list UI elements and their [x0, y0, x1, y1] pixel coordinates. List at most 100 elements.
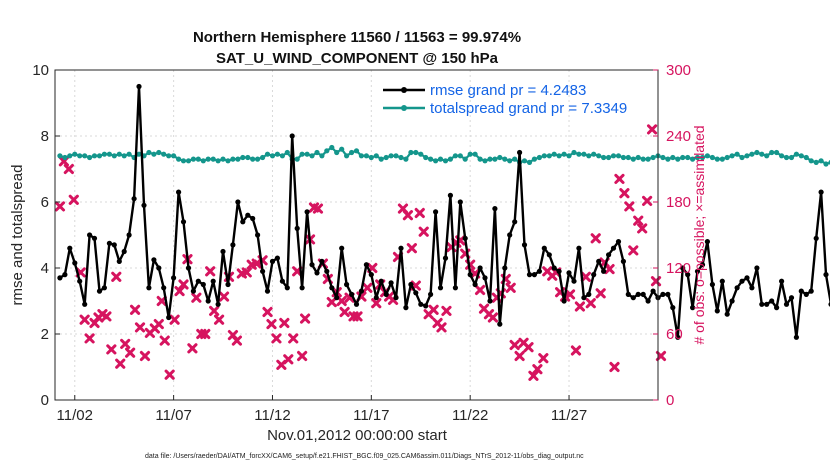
- rmse-point: [413, 290, 419, 296]
- rmse-point: [586, 291, 592, 297]
- totalspread-point: [185, 158, 192, 164]
- rmse-point: [279, 278, 285, 284]
- obs-point-core: [118, 361, 123, 366]
- rmse-point: [418, 301, 424, 307]
- rmse-point: [625, 291, 631, 297]
- rmse-point: [329, 285, 335, 291]
- left-axis-ticks: 0 2 4 6 8 10: [32, 62, 60, 409]
- rmse-point: [487, 298, 493, 304]
- obs-point-core: [87, 336, 92, 341]
- obs-point: [164, 369, 175, 380]
- rmse-point: [764, 301, 770, 307]
- obs-point-core: [254, 261, 259, 266]
- obs-point: [642, 195, 653, 206]
- right-tick-label: 240: [666, 128, 691, 145]
- totalspread-point: [101, 151, 107, 157]
- obs-point-core: [61, 159, 67, 164]
- rmse-point: [141, 202, 147, 208]
- totalspread-point: [635, 154, 641, 161]
- obs-point: [570, 345, 582, 356]
- obs-point-core: [159, 298, 164, 304]
- obs-point: [271, 333, 282, 344]
- obs-point-core: [631, 248, 636, 253]
- totalspread-point: [413, 149, 419, 156]
- totalspread-point: [467, 151, 473, 157]
- totalspread-point: [487, 156, 493, 162]
- totalspread-point: [176, 156, 182, 162]
- rmse-point: [220, 248, 226, 255]
- rmse-point: [136, 83, 142, 90]
- obs-point-core: [503, 276, 508, 282]
- obs-point: [371, 298, 382, 309]
- obs-point-core: [472, 271, 478, 276]
- totalspread-point: [437, 156, 444, 162]
- obs-point: [288, 333, 299, 344]
- obs-point: [655, 350, 667, 362]
- rmse-point: [190, 288, 196, 294]
- left-tick-label: 0: [41, 392, 49, 409]
- obs-point-core: [162, 338, 167, 343]
- obs-point: [590, 233, 601, 244]
- obs-point-core: [57, 204, 63, 209]
- totalspread-point: [823, 161, 829, 167]
- obs-point-core: [553, 270, 559, 275]
- right-tick-label: 60: [666, 326, 683, 343]
- obs-point-core: [137, 325, 143, 330]
- rmse-point: [526, 272, 533, 278]
- obs-point-core: [230, 332, 236, 338]
- totalspread-point: [744, 153, 750, 159]
- obs-point-core: [417, 210, 422, 216]
- obs-point: [209, 305, 220, 316]
- rmse-point: [694, 268, 701, 274]
- right-tick-label: 0: [666, 392, 674, 409]
- rmse-point: [106, 240, 112, 246]
- obs-point: [312, 203, 324, 214]
- rmse-point: [566, 270, 572, 276]
- rmse-point: [808, 288, 814, 294]
- totalspread-point: [798, 153, 804, 159]
- obs-point: [336, 295, 347, 307]
- rmse-point: [447, 192, 453, 198]
- obs-point-core: [588, 301, 593, 306]
- obs-point-core: [302, 316, 308, 321]
- rmse-point: [823, 272, 829, 278]
- obs-point-core: [177, 288, 182, 294]
- obs-point: [532, 364, 543, 375]
- obs-point: [637, 223, 648, 234]
- rmse-point: [116, 258, 122, 264]
- obs-point: [514, 350, 525, 362]
- obs-point-core: [405, 213, 411, 218]
- obs-point-core: [463, 251, 468, 256]
- totalspread-point: [279, 153, 285, 159]
- rmse-point: [517, 149, 523, 156]
- obs-point: [134, 322, 146, 333]
- chart-title-line2: SAT_U_WIND_COMPONENT @ 150 hPa: [216, 50, 499, 67]
- left-tick-label: 10: [32, 62, 49, 79]
- obs-point: [580, 271, 591, 282]
- totalspread-point: [156, 149, 162, 156]
- totalspread-point: [719, 156, 725, 162]
- totalspread-point: [704, 153, 711, 159]
- totalspread-point: [368, 154, 374, 161]
- rmse-point: [408, 281, 414, 288]
- rmse-point: [240, 219, 246, 225]
- totalspread-point: [240, 154, 246, 161]
- obs-point: [266, 319, 277, 330]
- totalspread-point: [596, 153, 602, 159]
- obs-point-core: [374, 301, 379, 306]
- rmse-point: [230, 242, 236, 248]
- totalspread-point: [96, 153, 103, 159]
- rmse-point: [349, 291, 355, 297]
- totalspread-point: [166, 153, 172, 159]
- obs-point-core: [627, 204, 632, 209]
- totalspread-point: [378, 156, 384, 162]
- obs-point: [54, 201, 66, 212]
- totalspread-point: [670, 154, 676, 161]
- rmse-point: [640, 291, 646, 297]
- rmse-point: [111, 242, 117, 248]
- obs-point-core: [203, 331, 208, 337]
- obs-point-core: [82, 317, 87, 322]
- totalspread-point: [690, 156, 696, 162]
- obs-point-core: [421, 229, 426, 234]
- obs-point: [159, 335, 170, 346]
